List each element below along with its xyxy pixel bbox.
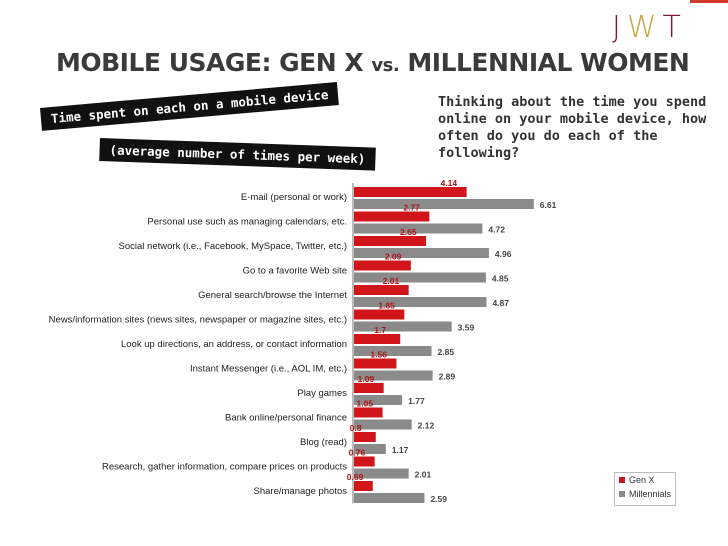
- value-label-millennials-play-games: 1.77: [408, 396, 425, 406]
- bar-gen-x-e-mail-personal-or-work: [354, 187, 467, 197]
- bar-gen-x-go-to-a-favorite-web-site: [354, 260, 411, 271]
- value-label-gen-x-e-mail-personal-or-work: 4.14: [441, 178, 458, 188]
- category-label-bank-online-personal-finance: Bank online/personal finance: [225, 413, 347, 424]
- bar-millennials-news-information-sites-news-sites-newspa: [354, 321, 452, 332]
- legend-label-millennials: Millennials: [628, 489, 671, 499]
- logo-letter-j: J: [612, 10, 627, 45]
- value-label-millennials-general-search-browse-the-internet: 4.87: [492, 298, 509, 308]
- category-label-go-to-a-favorite-web-site: Go to a favorite Web site: [243, 266, 347, 277]
- bar-millennials-social-network-i-e-facebook-myspace-twit: [354, 248, 489, 258]
- value-label-millennials-research-gather-information-compare-pric: 2.01: [415, 470, 432, 480]
- bar-gen-x-social-network-i-e-facebook-myspace-twit: [354, 236, 427, 246]
- value-label-millennials-go-to-a-favorite-web-site: 4.85: [492, 274, 509, 284]
- page-title: MOBILE USAGE: GEN X vs. MILLENNIAL WOMEN: [56, 48, 690, 77]
- category-label-social-network-i-e-facebook-myspace-twit: Social network (i.e., Facebook, MySpace,…: [119, 241, 347, 252]
- category-label-general-search-browse-the-internet: General search/browse the Internet: [198, 290, 347, 301]
- bar-millennials-play-games: [354, 395, 403, 405]
- bar-millennials-personal-use-such-as-managing-calendars-: [354, 223, 483, 234]
- category-label-instant-messenger-i-e-aol-im-etc: Instant Messenger (i.e., AOL IM, etc.): [190, 364, 347, 375]
- bar-gen-x-play-games: [354, 383, 384, 393]
- category-label-research-gather-information-compare-pric: Research, gather information, compare pr…: [102, 462, 347, 473]
- category-label-personal-use-such-as-managing-calendars-: Personal use such as managing calendars,…: [147, 217, 347, 228]
- value-label-gen-x-look-up-directions-an-address-or-contact: 1.7: [374, 325, 386, 335]
- value-label-millennials-news-information-sites-news-sites-newspa: 3.59: [458, 323, 475, 333]
- bar-millennials-general-search-browse-the-internet: [354, 297, 487, 307]
- jwt-logo: JWT: [612, 10, 687, 45]
- value-label-millennials-look-up-directions-an-address-or-contact: 2.85: [438, 347, 455, 357]
- logo-letter-t: T: [662, 10, 687, 45]
- category-label-e-mail-personal-or-work: E-mail (personal or work): [241, 192, 347, 203]
- bar-gen-x-general-search-browse-the-internet: [354, 285, 409, 295]
- value-label-gen-x-general-search-browse-the-internet: 2.01: [383, 276, 400, 286]
- bar-millennials-instant-messenger-i-e-aol-im-etc: [354, 370, 433, 381]
- category-label-look-up-directions-an-address-or-contact: Look up directions, an address, or conta…: [121, 339, 347, 350]
- value-label-millennials-instant-messenger-i-e-aol-im-etc: 2.89: [439, 372, 456, 382]
- chart-legend: Gen X Millennials: [614, 472, 676, 506]
- legend-item-millennials: Millennials: [615, 487, 675, 501]
- legend-label-genx: Gen X: [629, 475, 655, 485]
- value-label-gen-x-go-to-a-favorite-web-site: 2.09: [385, 252, 402, 262]
- bar-gen-x-news-information-sites-news-sites-newspa: [354, 309, 405, 320]
- title-main: MOBILE USAGE: GEN X: [56, 48, 364, 77]
- value-label-gen-x-research-gather-information-compare-pric: 0.76: [349, 448, 366, 458]
- category-label-news-information-sites-news-sites-newspa: News/information sites (news sites, news…: [49, 315, 347, 326]
- bar-millennials-share-manage-photos: [354, 493, 425, 503]
- bar-gen-x-bank-online-personal-finance: [354, 407, 383, 418]
- title-rest: MILLENNIAL WOMEN: [407, 48, 690, 77]
- bar-millennials-go-to-a-favorite-web-site: [354, 272, 486, 283]
- value-label-millennials-share-manage-photos: 2.59: [430, 494, 447, 504]
- value-label-gen-x-share-manage-photos: 0.69: [347, 472, 364, 482]
- logo-letter-w: W: [626, 10, 663, 45]
- category-label-play-games: Play games: [297, 388, 347, 399]
- legend-item-genx: Gen X: [615, 473, 675, 487]
- bar-millennials-bank-online-personal-finance: [354, 419, 412, 430]
- category-label-share-manage-photos: Share/manage photos: [254, 486, 348, 497]
- survey-question: Thinking about the time you spend online…: [438, 94, 707, 161]
- bar-millennials-e-mail-personal-or-work: [354, 199, 534, 209]
- bar-millennials-research-gather-information-compare-pric: [354, 468, 409, 479]
- title-vs: vs.: [371, 55, 400, 76]
- value-label-gen-x-social-network-i-e-facebook-myspace-twit: 2.65: [400, 227, 417, 237]
- legend-swatch-millennials: [619, 491, 625, 497]
- bar-millennials-blog-read: [354, 444, 386, 454]
- value-label-gen-x-instant-messenger-i-e-aol-im-etc: 1.56: [370, 350, 387, 360]
- bar-gen-x-research-gather-information-compare-pric: [354, 456, 375, 467]
- value-label-millennials-social-network-i-e-facebook-myspace-twit: 4.96: [495, 249, 512, 259]
- category-label-blog-read: Blog (read): [300, 437, 347, 448]
- bar-gen-x-blog-read: [354, 432, 376, 442]
- bar-gen-x-look-up-directions-an-address-or-contact: [354, 334, 401, 344]
- logo-accent-bar: [690, 0, 728, 3]
- bar-gen-x-personal-use-such-as-managing-calendars-: [354, 211, 430, 222]
- value-label-gen-x-personal-use-such-as-managing-calendars-: 2.77: [403, 203, 420, 213]
- value-label-millennials-blog-read: 1.17: [392, 445, 409, 455]
- value-label-gen-x-blog-read: 0.8: [350, 423, 362, 433]
- bar-gen-x-instant-messenger-i-e-aol-im-etc: [354, 358, 397, 369]
- value-label-millennials-personal-use-such-as-managing-calendars-: 4.72: [488, 225, 505, 235]
- value-label-gen-x-news-information-sites-news-sites-newspa: 1.85: [378, 301, 395, 311]
- value-label-gen-x-bank-online-personal-finance: 1.05: [357, 399, 374, 409]
- legend-swatch-genx: [619, 477, 625, 483]
- value-label-millennials-bank-online-personal-finance: 2.12: [418, 421, 435, 431]
- bar-gen-x-share-manage-photos: [354, 481, 373, 491]
- value-label-millennials-e-mail-personal-or-work: 6.61: [540, 200, 557, 210]
- value-label-gen-x-play-games: 1.09: [358, 374, 375, 384]
- bar-millennials-look-up-directions-an-address-or-contact: [354, 346, 432, 356]
